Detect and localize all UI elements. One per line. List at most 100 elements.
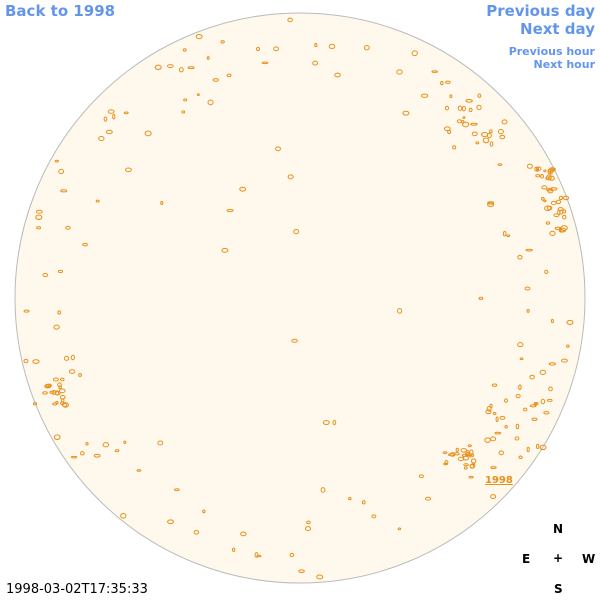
magnetic-feature [518, 455, 523, 460]
magnetic-feature [495, 416, 499, 423]
magnetic-feature [465, 99, 473, 103]
compass-south: S [554, 582, 563, 596]
magnetic-feature [544, 205, 552, 212]
previous-hour-link[interactable]: Previous hour [508, 45, 595, 58]
magnetic-feature [298, 569, 305, 573]
magnetic-feature [32, 402, 38, 406]
magnetic-feature [545, 176, 551, 181]
magnetic-feature [562, 209, 567, 214]
magnetic-feature [42, 272, 49, 278]
magnetic-feature [477, 93, 482, 98]
magnetic-feature [187, 66, 195, 70]
magnetic-feature [489, 141, 494, 147]
region-label[interactable]: 1998 [485, 475, 513, 486]
magnetic-feature [541, 196, 545, 201]
magnetic-feature [540, 398, 546, 405]
magnetic-feature [545, 221, 551, 225]
magnetic-feature [58, 388, 66, 394]
magnetic-feature [490, 494, 497, 500]
magnetic-feature [491, 383, 498, 387]
magnetic-feature [457, 105, 463, 111]
magnetic-feature [535, 443, 540, 450]
previous-day-link[interactable]: Previous day [486, 2, 595, 20]
magnetic-feature [220, 40, 225, 44]
magnetic-feature [70, 354, 75, 361]
magnetic-feature [70, 455, 78, 459]
magnetic-feature [497, 128, 504, 135]
magnetic-feature [534, 166, 538, 172]
magnetic-feature [202, 509, 206, 514]
magnetic-feature [195, 34, 203, 40]
magnetic-feature [57, 382, 62, 388]
magnetic-feature [455, 447, 459, 452]
magnetic-feature [46, 383, 52, 388]
magnetic-feature [557, 209, 561, 215]
magnetic-feature [440, 80, 444, 86]
magnetic-feature [548, 386, 553, 392]
magnetic-feature [82, 242, 88, 247]
next-hour-link[interactable]: Next hour [533, 58, 596, 71]
magnetic-feature [549, 167, 556, 171]
magnetic-feature [124, 167, 132, 173]
magnetic-feature [178, 67, 184, 73]
magnetic-feature [304, 526, 312, 532]
magnetic-feature [514, 436, 520, 441]
magnetic-feature [515, 423, 520, 430]
magnetic-feature [444, 105, 450, 111]
magnetic-feature [471, 131, 478, 137]
magnetic-feature [306, 520, 311, 525]
magnetic-feature [98, 136, 105, 142]
magnetic-feature [103, 116, 108, 122]
magnetic-feature [553, 213, 560, 218]
magnetic-feature [525, 248, 533, 252]
magnetic-feature [484, 437, 492, 443]
magnetic-feature [449, 94, 453, 99]
magnetic-feature [543, 411, 550, 415]
magnetic-feature [57, 269, 64, 274]
magnetic-feature [54, 159, 59, 163]
magnetic-feature [518, 384, 522, 391]
magnetic-feature [535, 174, 541, 178]
magnetic-feature [475, 141, 480, 145]
next-day-link[interactable]: Next day [520, 20, 595, 38]
solar-disk [14, 12, 586, 584]
magnetic-feature [533, 401, 539, 405]
magnetic-feature [95, 199, 100, 203]
magnetic-feature [499, 134, 506, 140]
magnetic-feature [531, 417, 538, 421]
magnetic-feature [65, 225, 71, 230]
magnetic-feature [420, 93, 429, 98]
magnetic-feature [240, 531, 247, 537]
magnetic-feature [541, 185, 548, 190]
magnetic-feature [470, 458, 477, 464]
magnetic-feature [320, 487, 326, 493]
magnetic-feature [558, 195, 564, 201]
magnetic-feature [482, 137, 490, 144]
magnetic-feature [114, 449, 120, 453]
magnetic-feature [182, 48, 187, 52]
magnetic-feature [293, 229, 300, 235]
magnetic-feature [485, 409, 492, 415]
magnetic-feature [465, 451, 470, 457]
magnetic-feature [562, 195, 570, 201]
magnetic-feature [499, 415, 506, 420]
magnetic-feature [487, 202, 495, 207]
magnetic-feature [80, 451, 85, 456]
magnetic-feature [457, 456, 465, 462]
magnetic-feature [102, 442, 110, 448]
magnetic-feature [60, 189, 68, 193]
magnetic-feature [167, 64, 174, 69]
magnetic-feature [502, 231, 507, 237]
magnetic-feature [498, 450, 505, 456]
magnetic-feature [78, 373, 82, 377]
magnetic-feature [93, 453, 101, 458]
back-link[interactable]: Back to 1998 [5, 2, 116, 20]
magnetic-feature [515, 393, 521, 399]
magnetic-feature [463, 466, 468, 470]
magnetic-feature [123, 111, 129, 115]
magnetic-feature [193, 529, 200, 535]
magnetic-feature [23, 309, 30, 313]
magnetic-feature [52, 377, 59, 382]
magnetic-feature [519, 357, 524, 361]
